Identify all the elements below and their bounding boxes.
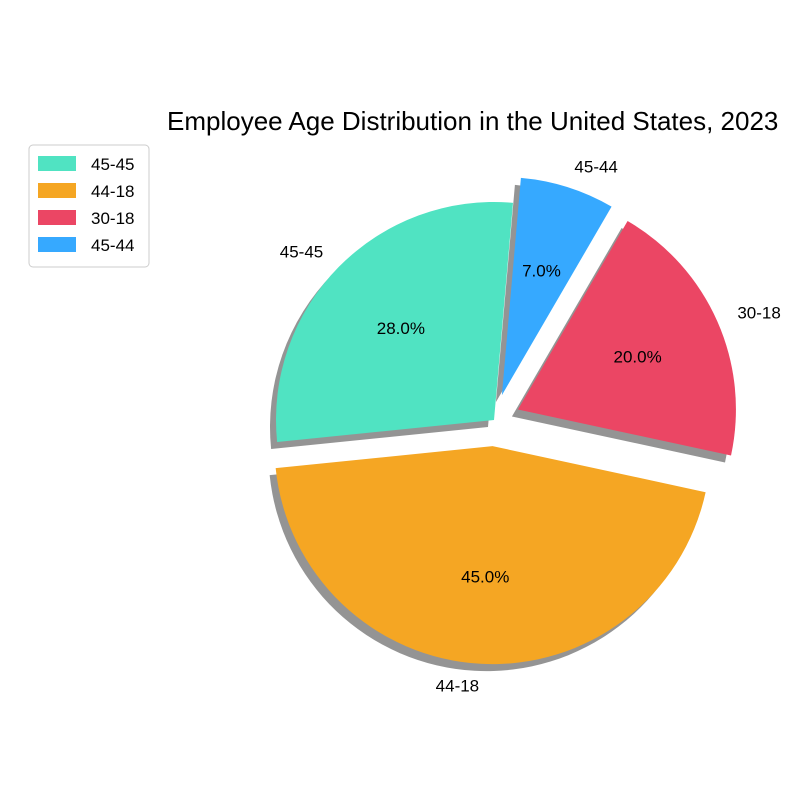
- slice-percent-label: 28.0%: [377, 319, 425, 338]
- legend: 45-45 44-18 30-18 45-44: [28, 144, 150, 268]
- legend-label: 44-18: [91, 182, 134, 201]
- legend-swatch-45-45: [38, 156, 76, 171]
- pie-slice-45-45: [275, 202, 513, 443]
- slice-category-label: 45-45: [280, 243, 323, 262]
- slice-category-label: 45-44: [574, 157, 617, 176]
- legend-swatch-30-18: [38, 210, 76, 225]
- chart-title: Employee Age Distribution in the United …: [167, 106, 778, 136]
- slice-percent-label: 45.0%: [461, 568, 509, 587]
- legend-label: 30-18: [91, 209, 134, 228]
- slice-percent-label: 7.0%: [522, 261, 561, 280]
- slice-labels: 45-45 28.0% 44-18 45.0% 30-18 20.0% 45-44 7.0%: [280, 157, 781, 695]
- legend-swatch-45-44: [38, 237, 76, 252]
- legend-label: 45-44: [91, 236, 134, 255]
- pie-slices: [275, 177, 736, 665]
- pie-slice-44-18: [275, 446, 706, 665]
- pie-slice-45-44: [501, 177, 612, 396]
- legend-label: 45-45: [91, 155, 134, 174]
- slice-percent-label: 20.0%: [614, 348, 662, 367]
- legend-frame: [28, 144, 150, 268]
- slice-category-label: 44-18: [436, 677, 479, 696]
- slice-category-label: 30-18: [737, 304, 780, 323]
- legend-swatch-44-18: [38, 183, 76, 198]
- pie-slice-30-18: [517, 221, 736, 456]
